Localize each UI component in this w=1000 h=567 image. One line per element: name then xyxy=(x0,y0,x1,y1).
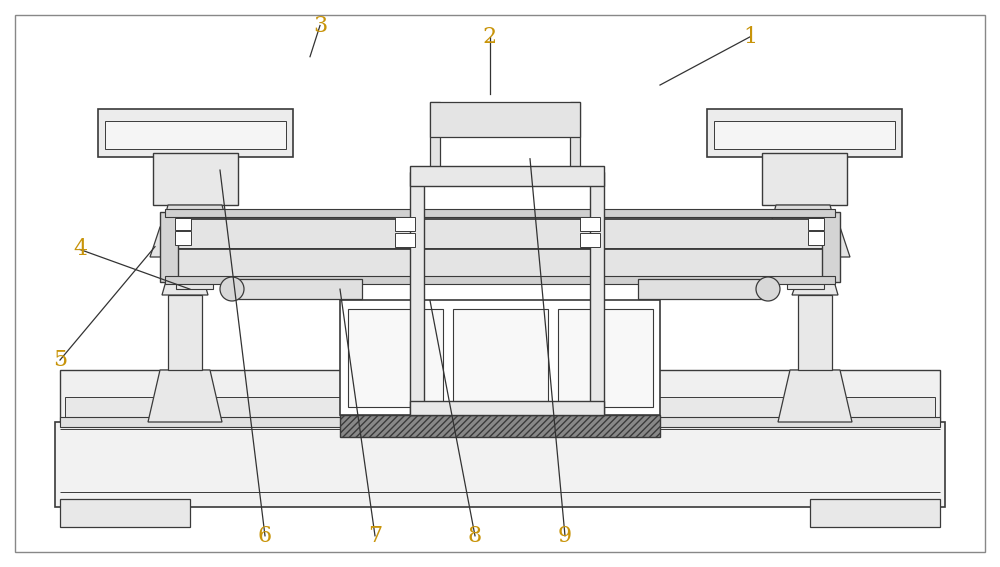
FancyBboxPatch shape xyxy=(60,499,190,527)
FancyBboxPatch shape xyxy=(570,102,580,172)
FancyBboxPatch shape xyxy=(410,401,604,415)
Text: 3: 3 xyxy=(313,15,327,36)
FancyBboxPatch shape xyxy=(340,300,660,415)
FancyBboxPatch shape xyxy=(808,218,824,230)
FancyBboxPatch shape xyxy=(453,309,548,407)
Text: 8: 8 xyxy=(468,525,482,547)
FancyBboxPatch shape xyxy=(810,499,940,527)
Polygon shape xyxy=(770,205,836,227)
FancyBboxPatch shape xyxy=(410,166,604,186)
FancyBboxPatch shape xyxy=(638,279,768,299)
Polygon shape xyxy=(148,370,222,422)
FancyBboxPatch shape xyxy=(60,370,355,422)
FancyBboxPatch shape xyxy=(762,153,847,205)
Text: 1: 1 xyxy=(743,26,757,48)
FancyBboxPatch shape xyxy=(165,209,835,217)
FancyBboxPatch shape xyxy=(15,15,985,552)
FancyBboxPatch shape xyxy=(558,309,653,407)
FancyBboxPatch shape xyxy=(175,218,191,230)
FancyBboxPatch shape xyxy=(105,121,286,149)
Polygon shape xyxy=(760,227,850,257)
FancyBboxPatch shape xyxy=(232,279,362,299)
FancyBboxPatch shape xyxy=(822,212,840,282)
FancyBboxPatch shape xyxy=(580,217,600,231)
FancyBboxPatch shape xyxy=(795,242,835,267)
FancyBboxPatch shape xyxy=(580,233,600,247)
Text: 6: 6 xyxy=(258,525,272,547)
FancyBboxPatch shape xyxy=(165,242,205,267)
FancyBboxPatch shape xyxy=(808,231,824,245)
FancyBboxPatch shape xyxy=(430,102,440,172)
FancyBboxPatch shape xyxy=(645,370,940,422)
FancyBboxPatch shape xyxy=(430,102,580,137)
FancyBboxPatch shape xyxy=(160,212,178,282)
FancyBboxPatch shape xyxy=(165,249,835,279)
FancyBboxPatch shape xyxy=(395,233,415,247)
Text: 7: 7 xyxy=(368,525,382,547)
FancyBboxPatch shape xyxy=(60,417,355,427)
FancyBboxPatch shape xyxy=(153,153,238,205)
FancyBboxPatch shape xyxy=(787,273,824,289)
Text: 9: 9 xyxy=(558,525,572,547)
Polygon shape xyxy=(162,205,228,227)
Text: 2: 2 xyxy=(483,26,497,48)
FancyBboxPatch shape xyxy=(410,172,424,415)
Polygon shape xyxy=(792,267,838,295)
Text: 4: 4 xyxy=(73,239,87,260)
FancyBboxPatch shape xyxy=(168,295,202,370)
Circle shape xyxy=(220,277,244,301)
FancyBboxPatch shape xyxy=(645,417,940,427)
Text: 5: 5 xyxy=(53,349,67,371)
FancyBboxPatch shape xyxy=(65,397,350,417)
FancyBboxPatch shape xyxy=(650,397,935,417)
FancyBboxPatch shape xyxy=(165,276,835,284)
FancyBboxPatch shape xyxy=(782,253,830,275)
FancyBboxPatch shape xyxy=(165,219,835,249)
FancyBboxPatch shape xyxy=(340,415,660,437)
FancyBboxPatch shape xyxy=(98,109,293,157)
FancyBboxPatch shape xyxy=(590,172,604,415)
Polygon shape xyxy=(778,370,852,422)
FancyBboxPatch shape xyxy=(348,309,443,407)
FancyBboxPatch shape xyxy=(176,273,213,289)
FancyBboxPatch shape xyxy=(170,253,218,275)
Polygon shape xyxy=(162,267,208,295)
FancyBboxPatch shape xyxy=(798,295,832,370)
FancyBboxPatch shape xyxy=(395,217,415,231)
Circle shape xyxy=(756,277,780,301)
FancyBboxPatch shape xyxy=(707,109,902,157)
FancyBboxPatch shape xyxy=(55,422,945,507)
FancyBboxPatch shape xyxy=(175,231,191,245)
FancyBboxPatch shape xyxy=(714,121,895,149)
Polygon shape xyxy=(150,227,240,257)
